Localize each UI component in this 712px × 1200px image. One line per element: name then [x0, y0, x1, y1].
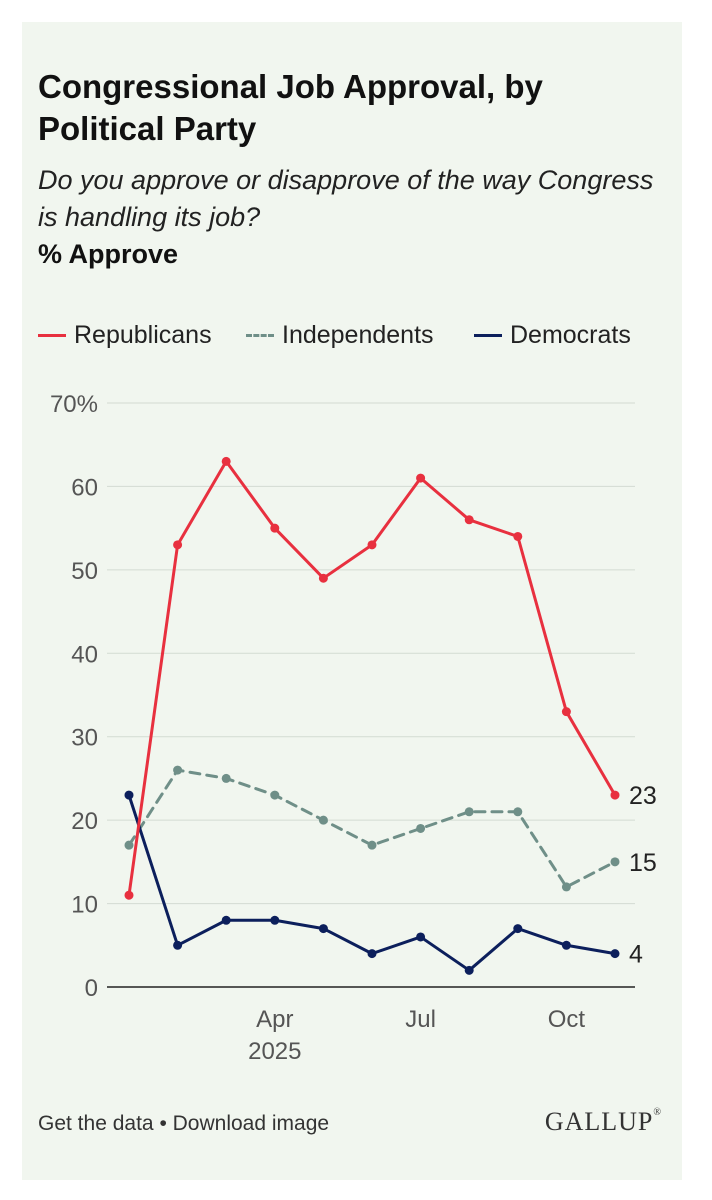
data-point-democrats-11	[610, 949, 620, 959]
chart-subtitle: Do you approve or disapprove of the way …	[38, 165, 654, 232]
data-point-republicans-7	[416, 473, 426, 483]
footer-separator: •	[159, 1112, 167, 1135]
data-point-democrats-10	[561, 940, 571, 950]
x-tick-label-jul: Jul	[405, 1006, 436, 1033]
y-tick-label-40: 40	[71, 641, 98, 668]
data-point-democrats-5	[318, 924, 328, 934]
data-point-democrats-2	[173, 940, 183, 950]
y-tick-label-50: 50	[71, 558, 98, 585]
data-point-democrats-7	[416, 932, 426, 942]
download-image-link[interactable]: Download image	[172, 1112, 330, 1135]
legend-swatch-independents	[246, 333, 274, 337]
legend-swatch-democrats	[474, 333, 502, 337]
data-point-independents-11	[610, 857, 620, 867]
data-point-independents-7	[416, 823, 426, 833]
data-point-republicans-9	[513, 531, 523, 541]
data-point-independents-1	[124, 840, 134, 850]
legend-item-democrats: Democrats	[474, 318, 631, 352]
legend-label-independents: Independents	[282, 320, 434, 349]
data-point-democrats-6	[367, 949, 377, 959]
series-line-independents	[127, 768, 617, 889]
gallup-logo: GALLUP®	[545, 1107, 662, 1137]
data-point-republicans-5	[318, 573, 328, 583]
end-label-independents: 15	[629, 849, 657, 877]
legend-label-democrats: Democrats	[510, 320, 631, 349]
data-point-independents-10	[561, 882, 571, 892]
data-point-democrats-9	[513, 924, 523, 934]
data-point-independents-9	[513, 807, 523, 817]
data-point-independents-5	[318, 815, 328, 825]
data-point-independents-4	[270, 790, 280, 800]
chart-measure-label: % Approve	[38, 239, 179, 269]
data-point-republicans-3	[221, 456, 231, 466]
data-point-democrats-3	[221, 915, 231, 925]
registered-mark: ®	[653, 1107, 662, 1118]
data-point-republicans-1	[124, 890, 134, 900]
series-line-democrats	[127, 793, 617, 972]
data-point-republicans-2	[173, 540, 183, 550]
data-point-democrats-4	[270, 915, 280, 925]
gallup-logo-text: GALLUP	[544, 1107, 654, 1136]
data-point-republicans-11	[610, 790, 620, 800]
legend-item-independents: Independents	[246, 318, 434, 352]
data-point-republicans-10	[561, 707, 571, 717]
footer-links: Get the data • Download image	[38, 1112, 329, 1136]
line-chart: 0 10 20 30 40 50 60 70% Apr 2025 Jul Oct 15 4 23	[50, 391, 657, 1065]
data-point-democrats-1	[124, 790, 134, 800]
data-point-republicans-8	[464, 515, 474, 525]
x-tick-label-oct: Oct	[548, 1006, 586, 1033]
chart-card: Congressional Job Approval, by Political…	[22, 22, 682, 1180]
y-tick-label-70: 70%	[50, 391, 98, 418]
data-point-independents-6	[367, 840, 377, 850]
series-line-republicans	[127, 459, 617, 897]
data-point-republicans-4	[270, 523, 280, 533]
legend-label-republicans: Republicans	[74, 320, 212, 349]
y-tick-label-60: 60	[71, 474, 98, 501]
y-tick-label-0: 0	[85, 975, 98, 1002]
end-label-republicans: 23	[629, 782, 657, 810]
data-point-republicans-6	[367, 540, 377, 550]
x-tick-label-apr: Apr	[256, 1006, 293, 1033]
end-label-democrats: 4	[629, 941, 643, 969]
x-tick-sublabel-apr: 2025	[248, 1038, 301, 1065]
data-point-independents-8	[464, 807, 474, 817]
y-tick-label-20: 20	[71, 808, 98, 835]
y-tick-label-30: 30	[71, 725, 98, 752]
legend-item-republicans: Republicans	[38, 318, 212, 352]
get-data-link[interactable]: Get the data	[38, 1112, 154, 1135]
data-point-democrats-8	[464, 965, 474, 975]
chart-title: Congressional Job Approval, by Political…	[38, 68, 543, 147]
y-tick-label-10: 10	[71, 892, 98, 919]
legend-swatch-republicans	[38, 333, 66, 337]
chart-legend: Republicans Independents Democrats	[38, 318, 678, 352]
data-point-independents-2	[173, 765, 183, 775]
data-point-independents-3	[221, 773, 231, 783]
